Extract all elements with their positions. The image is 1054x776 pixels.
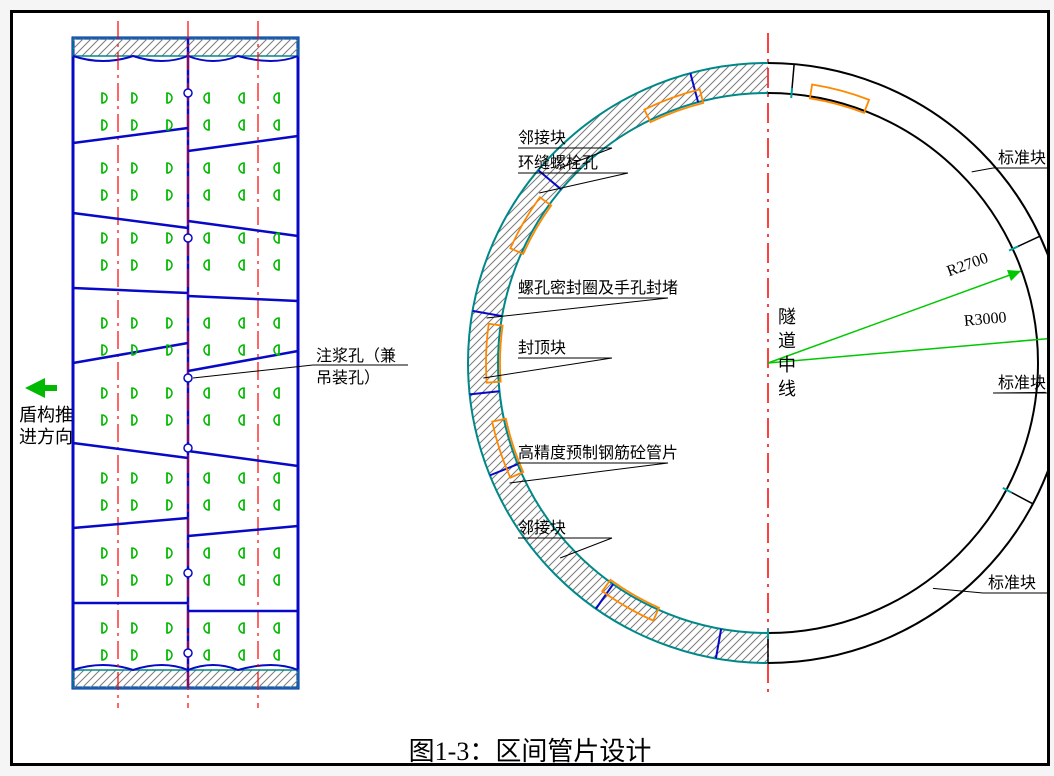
svg-text:隧: 隧 [778, 307, 796, 327]
left-label-2: 螺孔密封圈及手孔封堵 [518, 279, 678, 297]
svg-text:线: 线 [778, 379, 796, 399]
direction-label-2: 进方向 [19, 427, 73, 447]
left-ring-hatch [468, 63, 768, 663]
right-label-1: 标准块 [998, 374, 1046, 392]
inner-ring-right [768, 93, 1038, 633]
segment-joints [73, 128, 298, 611]
svg-text:中: 中 [778, 355, 796, 375]
radius-r3000: R3000 [768, 309, 1047, 363]
left-longitudinal-view: 盾构推 进方向 注浆孔（兼 吊装孔） [19, 21, 408, 708]
segment-outline [73, 38, 298, 688]
bottom-hatch [73, 670, 298, 688]
r3000-label: R3000 [963, 309, 1007, 330]
outer-ring-left [468, 63, 768, 663]
left-label-0: 邻接块 [518, 129, 566, 147]
direction-label-1: 盾构推 [19, 405, 73, 425]
figure-container: 盾构推 进方向 注浆孔（兼 吊装孔） R2700 R3000 隧 道 中 线 邻… [10, 10, 1050, 766]
svg-text:道: 道 [778, 331, 796, 351]
grout-label-1: 注浆孔（兼 [316, 347, 396, 365]
top-hatch [73, 38, 298, 56]
tunnel-centerline-label: 隧 道 中 线 [778, 307, 796, 399]
grout-label-2: 吊装孔） [316, 369, 380, 387]
diagram-svg: 盾构推 进方向 注浆孔（兼 吊装孔） R2700 R3000 隧 道 中 线 邻… [13, 13, 1047, 713]
right-cross-section: R2700 R3000 隧 道 中 线 邻接块环缝螺栓孔螺孔密封圈及手孔封堵封顶… [468, 33, 1047, 693]
r2700-label: R2700 [945, 250, 991, 281]
right-label-0: 标准块 [998, 149, 1046, 167]
left-label-3: 封顶块 [518, 339, 566, 357]
radius-r2700: R2700 [768, 250, 1021, 363]
right-label-2: 标准块 [988, 574, 1036, 592]
figure-caption: 图1-3：区间管片设计 [13, 731, 1047, 768]
direction-arrow-icon [25, 378, 57, 398]
left-label-5: 邻接块 [518, 519, 566, 537]
left-label-1: 环缝螺栓孔 [518, 154, 598, 172]
left-label-4: 高精度预制钢筋砼管片 [518, 444, 678, 462]
